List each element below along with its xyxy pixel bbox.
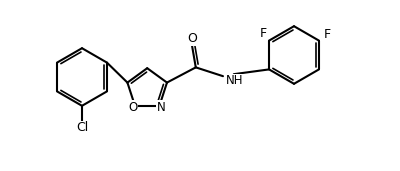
Text: F: F xyxy=(260,27,267,40)
Text: F: F xyxy=(323,28,330,41)
Text: N: N xyxy=(157,101,166,114)
Text: O: O xyxy=(187,32,197,45)
Text: NH: NH xyxy=(226,75,243,88)
Text: Cl: Cl xyxy=(76,121,88,134)
Text: O: O xyxy=(128,101,138,114)
